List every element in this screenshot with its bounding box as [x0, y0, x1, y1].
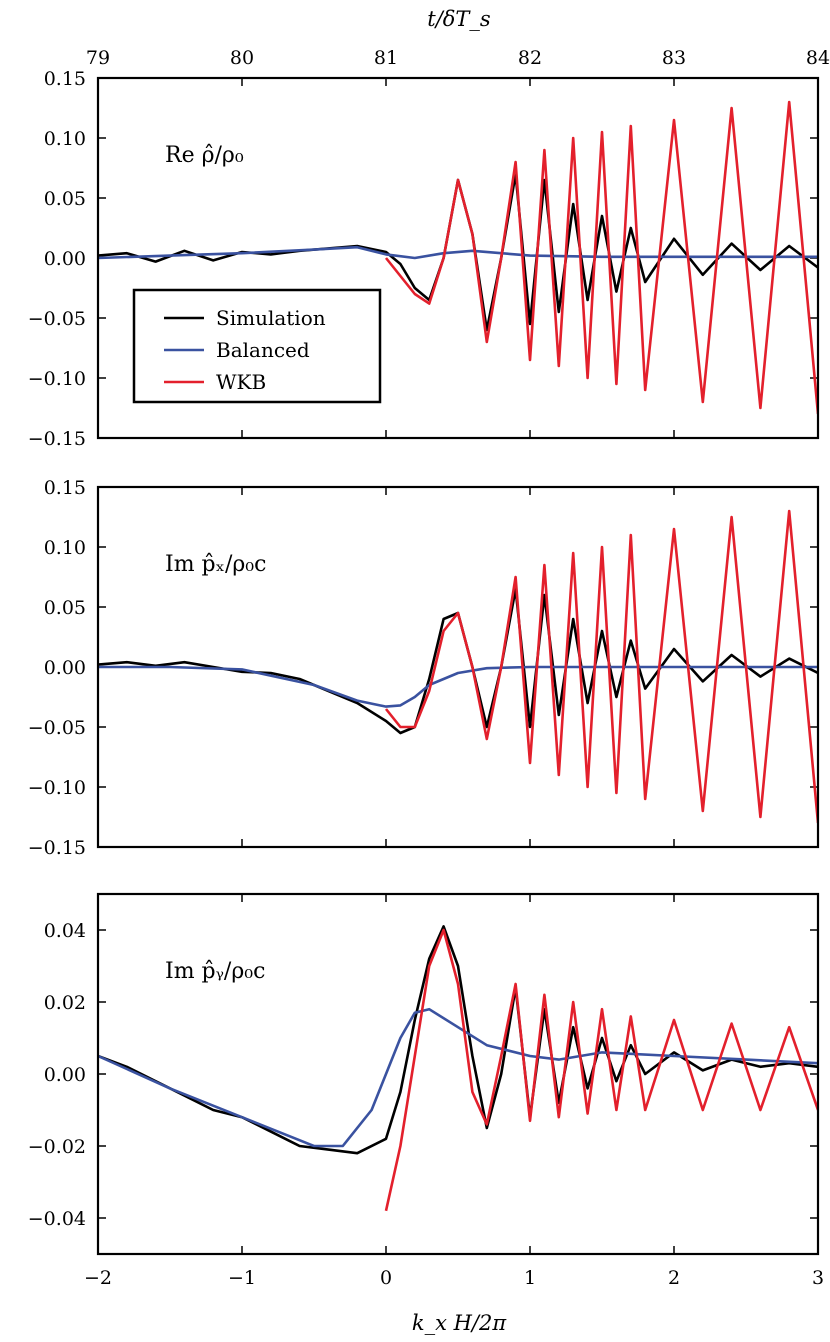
panel-label: Im p̂ᵧ/ρ₀c: [165, 959, 265, 984]
series-group: [98, 509, 818, 824]
y-tick-label: 0.00: [44, 657, 86, 679]
y-tick-label: 0.15: [44, 68, 86, 90]
y-tick-label: 0.00: [44, 248, 86, 270]
series-line-balanced: [98, 245, 818, 260]
y-tick-label: 0.05: [44, 188, 86, 210]
series-group: [98, 925, 818, 1212]
y-tick-label: 0.00: [44, 1064, 86, 1086]
y-tick-label: −0.04: [28, 1208, 86, 1230]
plot-frame: [96, 76, 820, 440]
x-tick-label: −1: [228, 1267, 256, 1289]
y-tick-label: 0.10: [44, 128, 86, 150]
panel-2: 0.15 0.10 0.05 0.00 −0.05 −0.10 −0.15 Im p̂ₓ/ρ₀…: [28, 477, 820, 859]
y-tick-label: 0.10: [44, 537, 86, 559]
y-tick-label: −0.10: [28, 368, 86, 390]
series-line-balanced: [98, 1007, 818, 1148]
y-tick-label: 0.15: [44, 477, 86, 499]
legend-box: [132, 288, 382, 404]
legend-label: Balanced: [216, 338, 310, 362]
legend-label: WKB: [216, 370, 266, 394]
top-x-tick-label: 84: [806, 47, 830, 69]
y-tick-label: −0.02: [28, 1136, 86, 1158]
y-tick-label: −0.10: [28, 777, 86, 799]
series-line-simulation: [98, 587, 818, 735]
panel-3: −2 −1 0 1 2 3 0.04 0.02 0.00 −0.02 −0.04 Im p̂ᵧ/ρ₀c: [28, 892, 824, 1289]
top-x-tick-label: 80: [230, 47, 254, 69]
top-x-tick-label: 82: [518, 47, 542, 69]
y-tick-label: −0.15: [28, 837, 86, 859]
series-group: [98, 100, 818, 415]
x-tick-label: 0: [380, 1267, 392, 1289]
x-tick-label: 1: [524, 1267, 536, 1289]
top-x-tick-label: 81: [374, 47, 398, 69]
top-axis-title: t/δT_s: [427, 7, 491, 31]
top-x-tick-label: 79: [86, 47, 110, 69]
x-tick-label: 3: [812, 1267, 824, 1289]
y-tick-label: 0.04: [44, 920, 86, 942]
panel-1: 79 80 81 82 83 84 0.15 0.10 0.05 0.00 −0.05 −0.10 −0…: [28, 47, 830, 450]
x-tick-label: 2: [668, 1267, 680, 1289]
y-tick-label: 0.02: [44, 992, 86, 1014]
x-tick-label: −2: [84, 1267, 112, 1289]
y-tick-label: −0.05: [28, 717, 86, 739]
y-tick-label: −0.05: [28, 308, 86, 330]
series-line-wkb: [384, 928, 818, 1212]
bottom-axis-title: k_x H/2π: [412, 1311, 507, 1335]
y-tick-label: −0.15: [28, 428, 86, 450]
top-x-tick-label: 83: [662, 47, 686, 69]
panel-label: Re ρ̂/ρ₀: [165, 143, 244, 168]
plot-frame: [96, 485, 820, 849]
y-tick-label: 0.05: [44, 597, 86, 619]
legend-label: Simulation: [216, 306, 326, 330]
plot-frame: [96, 892, 820, 1256]
panel-label: Im p̂ₓ/ρ₀c: [165, 552, 266, 577]
